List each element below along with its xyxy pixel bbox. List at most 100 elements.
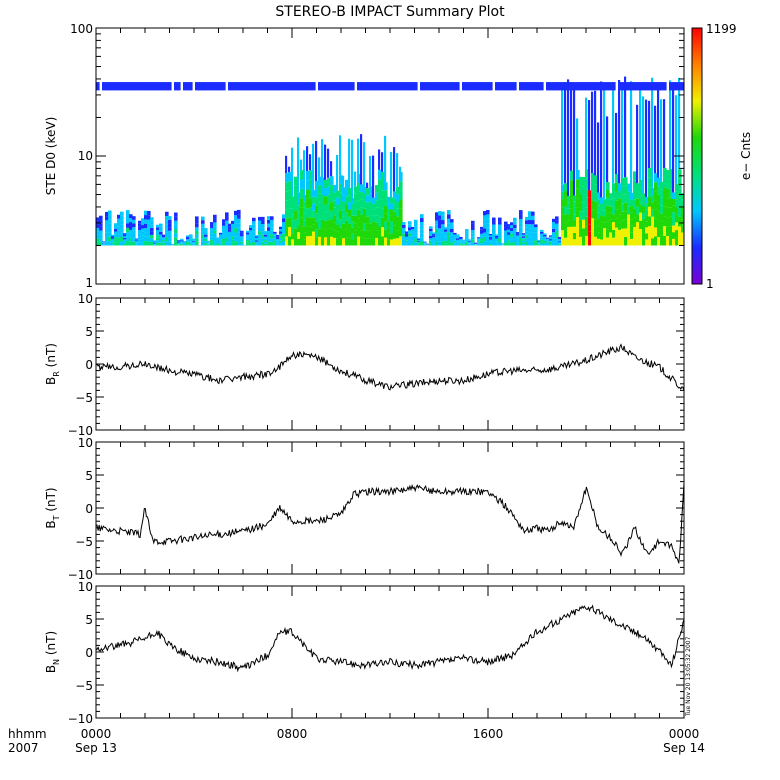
spectrogram-cell <box>141 218 145 222</box>
spectrogram-cell <box>519 218 523 224</box>
spectrogram-cell <box>606 237 610 246</box>
spectrogram-cell <box>300 159 303 171</box>
spectrogram-cell <box>288 236 292 246</box>
spectrogram-cell <box>585 188 589 198</box>
spectrogram-cell <box>657 220 661 229</box>
spectrogram-cell <box>252 235 256 239</box>
spectrogram-cell <box>591 182 595 192</box>
spectrogram-cell <box>477 241 481 243</box>
spectrogram-cell <box>504 242 508 246</box>
spectrogram-cell <box>234 210 238 216</box>
spectrogram-cell <box>513 231 517 236</box>
spectrogram-cell <box>360 230 364 238</box>
spectrogram-cell <box>111 236 115 238</box>
spectrogram-cell <box>189 234 193 236</box>
spectrogram-cell <box>204 232 208 235</box>
spectrogram-cell <box>378 207 382 218</box>
spectrogram-cell <box>564 222 568 230</box>
spectrogram-cell <box>105 237 109 242</box>
spectrogram-cell <box>507 232 511 235</box>
spectrogram-cell <box>123 237 127 240</box>
spectrogram-cell <box>393 238 397 246</box>
spectrogram-cell <box>177 243 181 245</box>
spectrogram-band-cell <box>471 82 475 91</box>
spectrogram-cell <box>414 242 418 246</box>
spectrogram-band-cell <box>372 82 376 91</box>
spectrogram-cell <box>111 234 115 237</box>
spectrogram-cell <box>573 220 577 227</box>
spectrogram-cell <box>306 217 310 227</box>
spectrogram-cell <box>447 223 451 228</box>
spectrogram-cell <box>378 149 381 170</box>
spectrogram-cell <box>423 243 427 245</box>
spectrogram-cell <box>264 234 268 237</box>
spectrogram-cell <box>309 170 313 180</box>
spectrogram-cell <box>657 203 661 212</box>
spectrogram-cell <box>519 236 523 242</box>
spectrogram-cell <box>246 238 250 240</box>
spectrogram-cell <box>180 244 184 246</box>
spectrogram-cell <box>672 205 676 213</box>
spectrogram-cell <box>195 223 199 228</box>
spectrogram-cell <box>618 229 622 238</box>
spectrogram-cell <box>174 216 178 221</box>
spectrogram-cell <box>495 242 499 245</box>
spectrogram-cell <box>252 224 256 229</box>
spectrogram-cell <box>411 229 415 232</box>
spectrogram-cell <box>654 209 658 219</box>
spectrogram-cell <box>519 214 523 219</box>
spectrogram-cell <box>657 186 661 195</box>
spectrogram-cell <box>510 228 514 231</box>
spectrogram-cell <box>366 231 370 239</box>
spectrogram-cell <box>102 242 106 243</box>
spectrogram-cell <box>219 242 223 244</box>
spectrogram-cell <box>624 76 627 178</box>
spectrogram-cell <box>387 208 391 216</box>
spectrogram-cell <box>282 229 286 234</box>
spectrogram-cell <box>312 238 316 246</box>
spectrogram-cell <box>327 203 331 212</box>
spectrogram-cell <box>408 230 412 234</box>
spectrogram-cell <box>570 180 574 190</box>
spectrogram-cell <box>555 220 559 224</box>
spectrogram-cell <box>588 238 592 246</box>
spectrogram-cell <box>462 241 466 242</box>
spectrogram-cell <box>537 241 541 243</box>
spectrogram-cell <box>516 240 520 243</box>
spectrogram-cell <box>603 222 607 229</box>
spectrogram-cell <box>126 214 130 219</box>
spectrogram-cell <box>342 175 345 188</box>
spectrogram-band-cell <box>411 82 415 91</box>
spectrogram-cell <box>405 240 409 242</box>
spectrogram-cell <box>414 235 418 240</box>
spectrogram-cell <box>204 228 208 231</box>
spectrogram-cell <box>612 237 616 246</box>
spectrogram-cell <box>552 228 556 233</box>
spectrogram-cell <box>648 100 651 169</box>
spectrogram-cell <box>441 228 445 233</box>
spectrogram-cell <box>621 237 625 246</box>
spectrogram-cell <box>588 217 592 225</box>
spectrogram-cell <box>570 85 573 171</box>
spectrogram-cell <box>192 243 196 245</box>
spectrogram-cell <box>354 208 358 216</box>
spectrogram-cell <box>291 196 295 203</box>
spectrogram-cell <box>609 232 613 239</box>
spectrogram-cell <box>264 243 268 246</box>
spectrogram-band-cell <box>627 82 631 91</box>
spectrogram-cell <box>345 204 349 213</box>
spectrogram-cell <box>411 233 415 237</box>
spectrogram-cell <box>486 218 490 224</box>
spectrogram-cell <box>333 215 337 223</box>
spectrogram-cell <box>435 216 439 221</box>
spectrogram-cell <box>555 227 559 231</box>
spectrogram-cell <box>645 203 649 210</box>
spectrogram-cell <box>462 243 466 245</box>
spectrogram-cell <box>204 238 208 242</box>
spectrogram-cell <box>228 242 232 246</box>
spectrogram-cell <box>135 241 139 242</box>
spectrogram-cell <box>213 218 217 223</box>
bn-ytick-m10: −10 <box>68 712 93 726</box>
spectrogram-cell <box>654 236 658 246</box>
